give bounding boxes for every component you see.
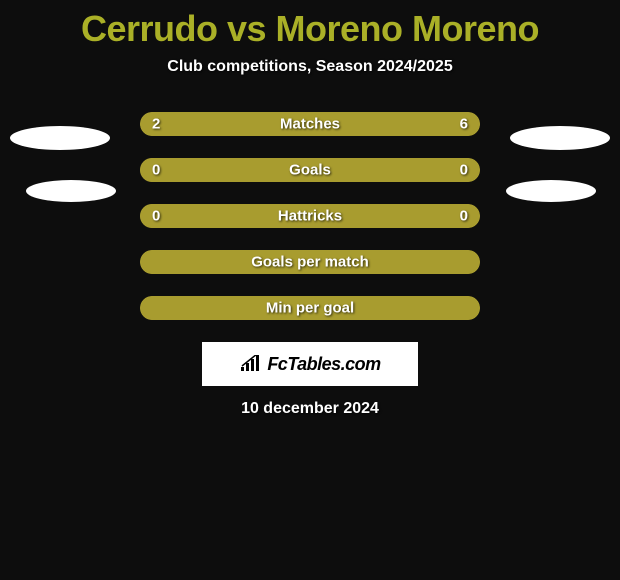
stat-row-goals: 0 Goals 0 bbox=[140, 158, 480, 182]
player1-name: Cerrudo bbox=[81, 8, 218, 49]
stat-row-min-per-goal: Min per goal bbox=[140, 296, 480, 320]
stat-right-value: 0 bbox=[460, 208, 468, 225]
stat-left-value: 0 bbox=[152, 162, 160, 179]
comparison-title: Cerrudo vs Moreno Moreno bbox=[0, 0, 620, 50]
stat-left-value: 2 bbox=[152, 116, 160, 133]
brand-chart-icon bbox=[239, 355, 263, 373]
stat-label: Hattricks bbox=[278, 208, 342, 225]
stat-row-goals-per-match: Goals per match bbox=[140, 250, 480, 274]
stat-row-matches: 2 Matches 6 bbox=[140, 112, 480, 136]
stat-label: Matches bbox=[280, 116, 340, 133]
vs-text: vs bbox=[227, 8, 266, 49]
stat-label: Goals per match bbox=[251, 254, 369, 271]
stat-label: Min per goal bbox=[266, 300, 354, 317]
branding-box: FcTables.com bbox=[202, 342, 418, 386]
stat-right-value: 0 bbox=[460, 162, 468, 179]
player2-name: Moreno Moreno bbox=[276, 8, 539, 49]
stat-row-hattricks: 0 Hattricks 0 bbox=[140, 204, 480, 228]
branding-text: FcTables.com bbox=[267, 354, 380, 375]
stat-left-value: 0 bbox=[152, 208, 160, 225]
subtitle: Club competitions, Season 2024/2025 bbox=[0, 58, 620, 76]
stat-label: Goals bbox=[289, 162, 331, 179]
stat-right-value: 6 bbox=[460, 116, 468, 133]
date-text: 10 december 2024 bbox=[0, 400, 620, 418]
stat-chart: 2 Matches 6 0 Goals 0 0 Hattricks 0 Goal… bbox=[0, 112, 620, 320]
